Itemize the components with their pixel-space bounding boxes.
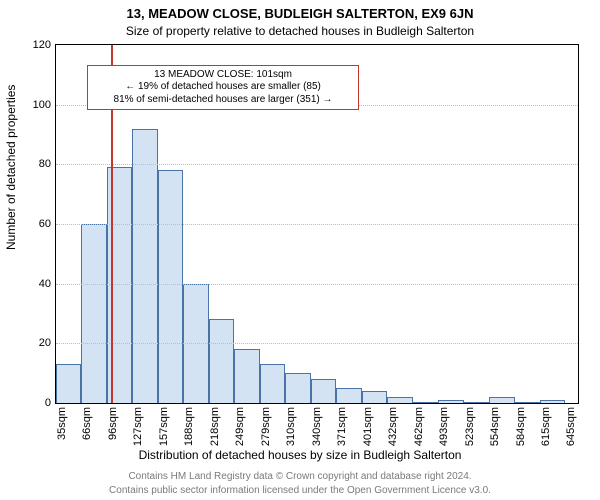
ytick-label: 100 xyxy=(33,99,51,111)
histogram-bar xyxy=(489,397,514,403)
histogram-bar xyxy=(209,319,234,403)
ytick-label: 80 xyxy=(39,158,51,170)
x-axis-label: Distribution of detached houses by size … xyxy=(0,448,600,462)
xtick-label: 584sqm xyxy=(515,407,527,446)
credit-line-1: Contains HM Land Registry data © Crown c… xyxy=(0,471,600,482)
histogram-bar xyxy=(515,402,540,403)
histogram-bar xyxy=(413,402,438,403)
histogram-bar xyxy=(387,397,412,403)
xtick-label: 554sqm xyxy=(489,407,501,446)
histogram-bar xyxy=(260,364,285,403)
ytick-label: 20 xyxy=(39,337,51,349)
xtick-label: 462sqm xyxy=(413,407,425,446)
histogram-bar xyxy=(285,373,310,403)
y-axis-label: Number of detached properties xyxy=(4,85,18,250)
xtick-label: 127sqm xyxy=(132,407,144,446)
chart-title: 13, MEADOW CLOSE, BUDLEIGH SALTERTON, EX… xyxy=(0,6,600,21)
gridline-h xyxy=(56,164,578,165)
xtick-label: 279sqm xyxy=(260,407,272,446)
xtick-label: 645sqm xyxy=(565,407,577,446)
xtick-label: 96sqm xyxy=(107,407,119,440)
annotation-line2: ← 19% of detached houses are smaller (85… xyxy=(94,81,351,94)
xtick-label: 66sqm xyxy=(81,407,93,440)
xtick-label: 188sqm xyxy=(183,407,195,446)
annotation-line1: 13 MEADOW CLOSE: 101sqm xyxy=(94,69,351,82)
histogram-bar xyxy=(81,224,106,403)
gridline-h xyxy=(56,224,578,225)
gridline-h xyxy=(56,284,578,285)
annotation-line3: 81% of semi-detached houses are larger (… xyxy=(94,94,351,107)
histogram-bar xyxy=(438,400,463,403)
ytick-label: 40 xyxy=(39,278,51,290)
histogram-bar xyxy=(234,349,259,403)
histogram-bar xyxy=(540,400,565,403)
ytick-label: 0 xyxy=(45,397,51,409)
xtick-label: 218sqm xyxy=(209,407,221,446)
xtick-label: 35sqm xyxy=(56,407,68,440)
histogram-bar xyxy=(158,170,183,403)
histogram-bar xyxy=(464,402,489,403)
xtick-label: 371sqm xyxy=(336,407,348,446)
chart-subtitle: Size of property relative to detached ho… xyxy=(0,24,600,38)
histogram-bar xyxy=(311,379,336,403)
histogram-bar xyxy=(56,364,81,403)
histogram-bar xyxy=(132,129,157,403)
gridline-h xyxy=(56,343,578,344)
ytick-label: 60 xyxy=(39,218,51,230)
xtick-label: 523sqm xyxy=(464,407,476,446)
ytick-label: 120 xyxy=(33,39,51,51)
plot-area: 02040608010012035sqm66sqm96sqm127sqm157s… xyxy=(55,44,579,404)
annotation-box: 13 MEADOW CLOSE: 101sqm← 19% of detached… xyxy=(87,65,358,111)
xtick-label: 493sqm xyxy=(438,407,450,446)
credit-line-2: Contains public sector information licen… xyxy=(0,485,600,496)
xtick-label: 401sqm xyxy=(362,407,374,446)
xtick-label: 615sqm xyxy=(540,407,552,446)
xtick-label: 310sqm xyxy=(285,407,297,446)
xtick-label: 432sqm xyxy=(387,407,399,446)
histogram-bar xyxy=(336,388,361,403)
histogram-bar xyxy=(362,391,387,403)
xtick-label: 157sqm xyxy=(158,407,170,446)
xtick-label: 249sqm xyxy=(234,407,246,446)
xtick-label: 340sqm xyxy=(311,407,323,446)
